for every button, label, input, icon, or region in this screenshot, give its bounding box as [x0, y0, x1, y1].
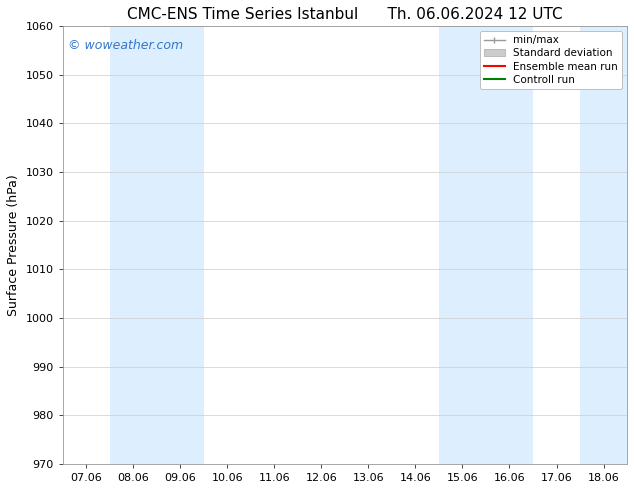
Y-axis label: Surface Pressure (hPa): Surface Pressure (hPa)	[7, 174, 20, 316]
Bar	[580, 26, 627, 464]
Text: © woweather.com: © woweather.com	[68, 39, 183, 52]
Legend: min/max, Standard deviation, Ensemble mean run, Controll run: min/max, Standard deviation, Ensemble me…	[479, 31, 622, 89]
Title: CMC-ENS Time Series Istanbul      Th. 06.06.2024 12 UTC: CMC-ENS Time Series Istanbul Th. 06.06.2…	[127, 7, 562, 22]
Bar	[439, 26, 533, 464]
Bar	[110, 26, 204, 464]
